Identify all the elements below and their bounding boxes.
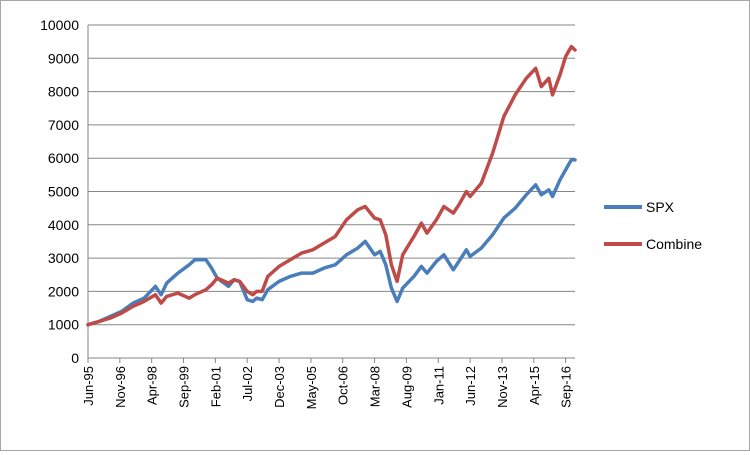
x-tick-label: Sep-16	[559, 366, 574, 408]
x-tick-label: Nov-96	[113, 366, 128, 408]
x-tick-label: Aug-09	[399, 366, 414, 408]
x-axis: Jun-95 Nov-96 Apr-98 Sep-99 Feb-01 Jul-02 Dec-…	[81, 357, 575, 409]
y-tick-label: 3000	[48, 250, 79, 266]
x-tick-label: Jun-12	[463, 366, 478, 406]
legend: SPX Combine	[604, 199, 702, 252]
legend-label-combine: Combine	[646, 236, 702, 252]
series-line-combine	[86, 44, 577, 327]
y-tick-label: 9000	[48, 50, 79, 66]
y-tick-label: 1000	[48, 317, 79, 333]
y-axis: 0 1000 2000 3000 4000 5000 6000 7000 8000 9000 100…	[40, 17, 89, 366]
y-tick-label: 8000	[48, 84, 79, 100]
x-tick-label: Mar-08	[368, 366, 383, 407]
x-tick-label: Feb-01	[208, 366, 223, 407]
legend-label-spx: SPX	[646, 199, 675, 215]
x-tick-label: May-05	[304, 366, 319, 409]
gridlines	[88, 24, 575, 326]
x-tick-label: Apr-98	[145, 366, 160, 405]
y-tick-label: 7000	[48, 117, 79, 133]
x-tick-label: Jan-11	[431, 366, 446, 405]
y-tick-label: 2000	[48, 283, 79, 299]
x-tick-label: Apr-15	[527, 366, 542, 405]
x-tick-label: Oct-06	[336, 366, 351, 405]
y-tick-label: 6000	[48, 150, 79, 166]
x-tick-label: Jun-95	[81, 366, 96, 406]
series-line-spx	[86, 158, 577, 327]
x-tick-label: Jul-02	[240, 366, 255, 401]
series-lines	[86, 44, 577, 327]
x-tick-label: Nov-13	[495, 366, 510, 408]
x-tick-label: Sep-99	[177, 366, 192, 408]
y-tick-label: 5000	[48, 184, 79, 200]
y-tick-label: 10000	[40, 17, 79, 33]
x-tick-label: Dec-03	[272, 366, 287, 408]
y-tick-label: 4000	[48, 217, 79, 233]
y-tick-label: 0	[71, 350, 79, 366]
